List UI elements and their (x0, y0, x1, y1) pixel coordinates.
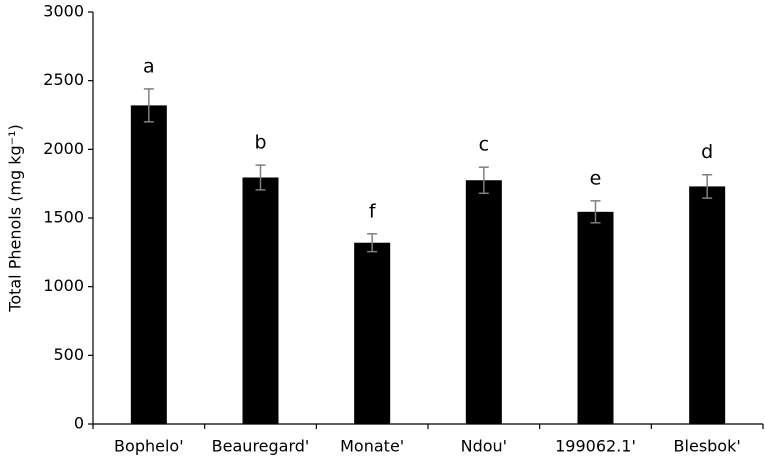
y-tick-label: 1000 (43, 276, 84, 295)
y-tick-label: 1500 (43, 208, 84, 227)
bar (354, 242, 391, 424)
error-bar (367, 233, 378, 253)
bar (465, 180, 502, 424)
significance-letter: a (143, 55, 155, 77)
y-tick-label: 500 (53, 345, 84, 364)
bar (689, 186, 726, 424)
y-tick-label: 0 (74, 414, 84, 433)
x-tick-label: Bophelo' (114, 437, 184, 456)
y-axis-label: Total Phenols (mg kg⁻¹) (6, 124, 25, 312)
significance-letter: b (254, 132, 266, 154)
significance-letter: f (369, 200, 377, 222)
significance-letter: c (479, 134, 489, 156)
y-tick-label: 2500 (43, 70, 84, 89)
bar (577, 211, 614, 424)
x-tick-label: Ndou' (461, 437, 507, 456)
y-tick-label: 3000 (43, 2, 84, 21)
x-tick-label: 199062.1' (555, 437, 636, 456)
error-bar (143, 88, 154, 123)
bar (130, 105, 167, 425)
x-tick-label: Blesbok' (674, 437, 741, 456)
error-bar (590, 200, 601, 224)
y-tick-label: 2000 (43, 139, 84, 158)
error-bar (702, 173, 713, 199)
error-bar (478, 166, 489, 195)
bar (242, 177, 279, 424)
significance-letter: e (590, 167, 602, 189)
error-bar (255, 164, 266, 191)
x-tick-label: Beauregard' (212, 437, 310, 456)
x-tick-label: Monate' (340, 437, 404, 456)
significance-letter: d (701, 141, 713, 163)
